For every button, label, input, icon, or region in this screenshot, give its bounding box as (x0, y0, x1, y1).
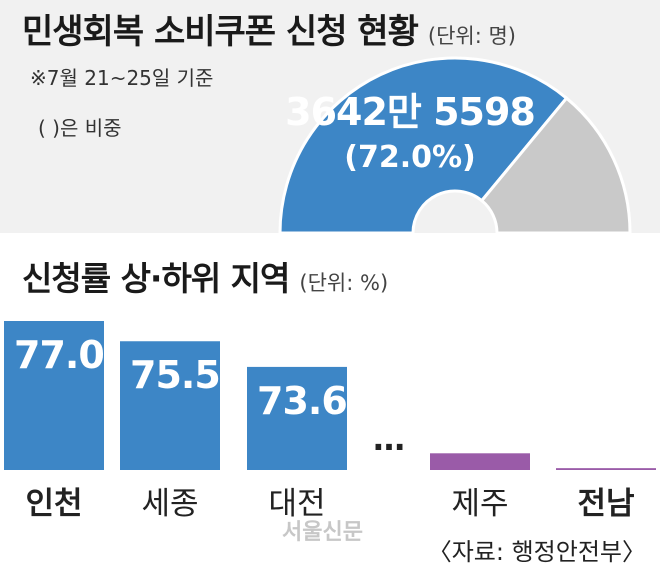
source-note: 〈자료: 행정안전부〉 (427, 538, 646, 566)
bar-chart-title: 신청률 상·하위 지역 (단위: %) (22, 259, 389, 298)
gauge-percent-label: (72.0%) (344, 140, 476, 175)
bar-value-label: 66.1 (566, 480, 657, 525)
gauge-value-label: 3642만 5598 (285, 90, 536, 134)
gauge-chart-title: 민생회복 소비쿠폰 신청 현황 (단위: 명) (22, 12, 516, 52)
ellipsis: … (373, 420, 407, 458)
bar-1 (4, 321, 104, 470)
watermark: 서울신문 (282, 520, 363, 545)
bar-5 (556, 468, 656, 470)
note-ratio: ( )은 비중 (38, 116, 122, 140)
bar-2 (120, 341, 220, 470)
bar-value-label: 73.6 (257, 378, 348, 423)
bar-3 (247, 366, 347, 470)
bar-4 (430, 453, 530, 470)
category-label: 제주 (451, 486, 509, 522)
category-label: 대전 (268, 486, 326, 522)
gauge-slice-rest (479, 96, 632, 233)
gauge-slice-applied (278, 56, 569, 233)
note-period: ※7월 21~25일 기준 (30, 66, 214, 90)
bar-value-label: 75.5 (130, 353, 221, 398)
gauge-chart (278, 56, 632, 233)
bar-value-label: 67.2 (440, 465, 531, 510)
category-label: 인천 (25, 486, 83, 522)
bar-unit: (단위: %) (299, 271, 389, 295)
bar-value-label: 77.0 (14, 333, 105, 377)
category-label: 세종 (141, 486, 199, 522)
category-label: 전남 (577, 486, 635, 522)
gauge-unit: (단위: 명) (427, 24, 516, 48)
